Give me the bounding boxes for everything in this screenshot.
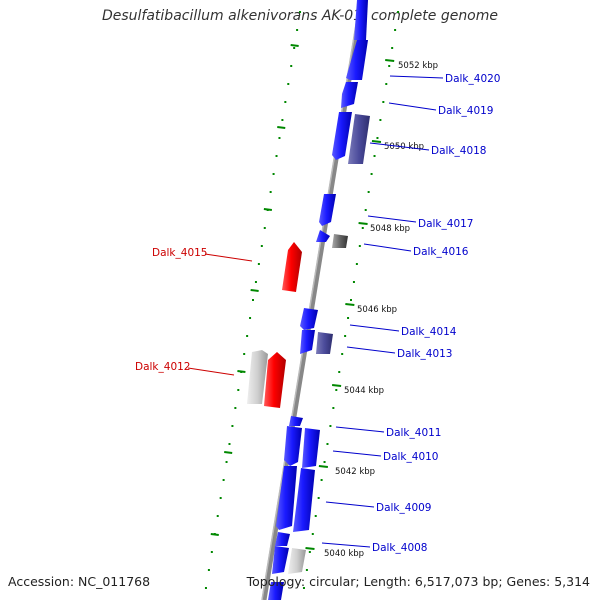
gene-label[interactable]: Dalk_4008 <box>372 542 428 554</box>
gene-label[interactable]: Dalk_4010 <box>383 451 439 463</box>
gene-arrow[interactable] <box>289 416 303 426</box>
gene-label[interactable]: Dalk_4020 <box>445 73 501 85</box>
scale-tick <box>318 465 328 468</box>
scale-tick <box>358 222 368 225</box>
gene-arrow[interactable] <box>354 0 368 40</box>
scale-tick <box>290 44 299 47</box>
gene-arrow[interactable] <box>276 466 297 530</box>
scale-tick <box>263 208 272 211</box>
scale-label: 5042 kbp <box>335 467 375 477</box>
gene-arrow[interactable] <box>341 82 358 108</box>
reverse-gene-labels: Dalk_4015 Dalk_4012 <box>135 247 253 376</box>
gene-label[interactable]: Dalk_4015 <box>152 247 208 259</box>
scale-label: 5052 kbp <box>398 61 438 71</box>
gene-arrow[interactable] <box>268 582 284 600</box>
scale-tick <box>210 533 219 536</box>
gene-arrow[interactable] <box>293 468 315 532</box>
scale-label: 5046 kbp <box>357 305 397 315</box>
gene-arrow[interactable] <box>247 350 268 404</box>
scale-tick <box>237 370 246 373</box>
scale-tick <box>250 289 259 292</box>
gene-arrow[interactable] <box>332 234 348 248</box>
reverse-strand-genes <box>247 242 302 408</box>
gene-label[interactable]: Dalk_4019 <box>438 105 494 117</box>
topology-label: Topology: circular; Length: 6,517,073 bp… <box>246 574 590 589</box>
gene-arrow[interactable] <box>284 426 302 466</box>
gene-label[interactable]: Dalk_4012 <box>135 361 191 373</box>
gene-arrow[interactable] <box>282 242 302 292</box>
gene-arrow[interactable] <box>348 114 370 164</box>
gene-arrow[interactable] <box>288 548 306 574</box>
gene-arrow[interactable] <box>302 428 320 468</box>
scale-tick <box>277 126 286 129</box>
scale-tick <box>332 384 342 387</box>
gene-arrow[interactable] <box>346 40 368 80</box>
gene-label[interactable]: Dalk_4013 <box>397 348 453 360</box>
gene-label[interactable]: Dalk_4018 <box>431 145 487 157</box>
scale-label: 5048 kbp <box>370 224 410 234</box>
scale-tick <box>345 303 355 306</box>
forward-gene-labels: Dalk_4020 Dalk_4019 Dalk_4018 Dalk_4017 … <box>321 73 501 554</box>
scale-tick <box>224 451 233 454</box>
gene-arrow[interactable] <box>332 112 352 160</box>
gene-arrow[interactable] <box>300 330 315 354</box>
gene-arrow[interactable] <box>275 532 290 546</box>
scale-tick <box>385 59 395 62</box>
tick-marks <box>204 11 400 589</box>
gene-arrow[interactable] <box>316 230 330 242</box>
gene-arrow[interactable] <box>264 352 286 408</box>
scale-tick <box>305 547 315 550</box>
gene-label[interactable]: Dalk_4014 <box>401 326 457 338</box>
forward-strand-genes <box>268 0 370 600</box>
gene-arrow[interactable] <box>272 546 289 574</box>
scale-label: 5040 kbp <box>324 549 364 559</box>
gene-label[interactable]: Dalk_4011 <box>386 427 442 439</box>
gene-label[interactable]: Dalk_4009 <box>376 502 432 514</box>
scale-tick <box>371 140 382 143</box>
scale-label: 5044 kbp <box>344 386 384 396</box>
gene-arrow[interactable] <box>300 308 318 330</box>
gene-label[interactable]: Dalk_4016 <box>413 246 469 258</box>
gene-arrow[interactable] <box>316 332 333 354</box>
accession-label: Accession: NC_011768 <box>8 574 151 589</box>
gene-arrow[interactable] <box>319 194 336 226</box>
gene-label[interactable]: Dalk_4017 <box>418 218 474 230</box>
